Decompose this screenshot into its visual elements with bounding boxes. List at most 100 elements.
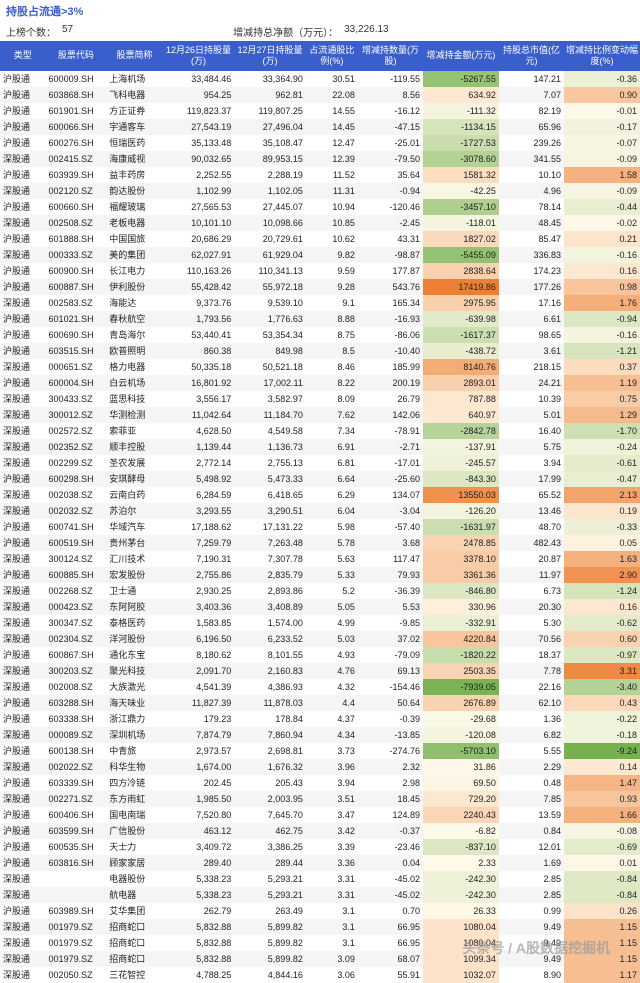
table-row: 深股通001979.SZ招商蛇口5,832.885,899.823.166.95…: [0, 919, 640, 935]
cell: 1,985.50: [163, 791, 235, 807]
cell: 沪股通: [0, 167, 46, 183]
cell: -274.76: [358, 743, 423, 759]
cell: 索菲亚: [106, 423, 162, 439]
table-row: 深股通002008.SZ大族激光4,541.394,386.934.32-154…: [0, 679, 640, 695]
cell: 69.13: [358, 663, 423, 679]
cell: 0.48: [499, 775, 564, 791]
cell: 沪股通: [0, 199, 46, 215]
cell: 1,674.00: [163, 759, 235, 775]
cell: 62,027.91: [163, 247, 235, 263]
cell: 4.37: [306, 711, 358, 727]
cell: 1.66: [564, 807, 640, 823]
cell: 深股通: [0, 727, 46, 743]
cell: 1.47: [564, 775, 640, 791]
cell: 沪股通: [0, 87, 46, 103]
cell: 沪股通: [0, 839, 46, 855]
cell: 欧普照明: [106, 343, 162, 359]
cell: 37.02: [358, 631, 423, 647]
count-value: 57: [62, 24, 73, 39]
cell: 3.1: [306, 935, 358, 951]
table-row: 沪股通600138.SH中青旅2,973.572,698.813.73-274.…: [0, 743, 640, 759]
cell: -245.57: [423, 455, 499, 471]
table-row: 深股通航电器5,338.235,293.213.31-45.02-242.302…: [0, 887, 640, 903]
cell: 宇通客车: [106, 119, 162, 135]
col-dpct: 增减持比例变动幅度(%): [564, 41, 640, 71]
cell: 国电南瑞: [106, 807, 162, 823]
cell: 电器股份: [106, 871, 162, 887]
cell: 0.01: [564, 855, 640, 871]
table-row: 沪股通600298.SH安琪酵母5,498.925,473.336.64-25.…: [0, 471, 640, 487]
cell: 7,860.94: [234, 727, 306, 743]
cell: 7,520.80: [163, 807, 235, 823]
cell: 6,196.50: [163, 631, 235, 647]
cell: 深股通: [0, 967, 46, 983]
cell: 沪股通: [0, 375, 46, 391]
table-row: 沪股通600004.SH白云机场16,801.9217,002.118.2220…: [0, 375, 640, 391]
cell: 2.32: [358, 759, 423, 775]
cell: 深股通: [0, 503, 46, 519]
cell: 954.25: [163, 87, 235, 103]
cell: 3361.36: [423, 567, 499, 583]
cell: 17419.86: [423, 279, 499, 295]
cell: 1080.04: [423, 919, 499, 935]
cell: 68.07: [358, 951, 423, 967]
cell: 600887.SH: [46, 279, 107, 295]
cell: 4220.84: [423, 631, 499, 647]
cell: [46, 887, 107, 903]
cell: 002304.SZ: [46, 631, 107, 647]
cell: 119,823.37: [163, 103, 235, 119]
cell: 5,338.23: [163, 871, 235, 887]
cell: 1.19: [564, 375, 640, 391]
cell: 5,832.88: [163, 951, 235, 967]
cell: 6.04: [306, 503, 358, 519]
cell: 深股通: [0, 183, 46, 199]
cell: 4.32: [306, 679, 358, 695]
cell: 海康威视: [106, 151, 162, 167]
cell: 3378.10: [423, 551, 499, 567]
cell: 11,042.64: [163, 407, 235, 423]
cell: -0.94: [564, 311, 640, 327]
table-row: 深股通002271.SZ东方雨虹1,985.502,003.953.5118.4…: [0, 791, 640, 807]
cell: 13550.03: [423, 487, 499, 503]
cell: 1,102.05: [234, 183, 306, 199]
cell: 5.78: [306, 535, 358, 551]
table-row: 沪股通601021.SH春秋航空1,793.561,776.638.88-16.…: [0, 311, 640, 327]
cell: 22.08: [306, 87, 358, 103]
table-row: 沪股通600741.SH华域汽车17,188.6217,131.225.98-5…: [0, 519, 640, 535]
cell: 1.63: [564, 551, 640, 567]
cell: 300012.SZ: [46, 407, 107, 423]
cell: 1.76: [564, 295, 640, 311]
cell: -3457.10: [423, 199, 499, 215]
table-row: 深股通300203.SZ聚光科技2,091.702,160.834.7669.1…: [0, 663, 640, 679]
cell: 300124.SZ: [46, 551, 107, 567]
net-value: 33,226.13: [344, 24, 389, 39]
cell: 463.12: [163, 823, 235, 839]
cell: 000423.SZ: [46, 599, 107, 615]
cell: 3,290.51: [234, 503, 306, 519]
cell: -79.50: [358, 151, 423, 167]
table-row: 深股通300124.SZ汇川技术7,190.317,307.785.63117.…: [0, 551, 640, 567]
cell: 0.99: [499, 903, 564, 919]
cell: 卫士通: [106, 583, 162, 599]
cell: 600660.SH: [46, 199, 107, 215]
cell: 16.40: [499, 423, 564, 439]
cell: -0.84: [564, 871, 640, 887]
cell: 0.26: [564, 903, 640, 919]
cell: 0.14: [564, 759, 640, 775]
cell: 深股通: [0, 759, 46, 775]
cell: 上海机场: [106, 71, 162, 87]
cell: 4.34: [306, 727, 358, 743]
cell: 沪股通: [0, 119, 46, 135]
cell: -846.80: [423, 583, 499, 599]
cell: 7.34: [306, 423, 358, 439]
cell: 3.31: [306, 887, 358, 903]
cell: 110,163.26: [163, 263, 235, 279]
cell: 3.51: [306, 791, 358, 807]
cell: 沪股通: [0, 807, 46, 823]
cell: 002271.SZ: [46, 791, 107, 807]
cell: 2.98: [358, 775, 423, 791]
cell: 640.97: [423, 407, 499, 423]
cell: 6.61: [499, 311, 564, 327]
cell: 27,565.53: [163, 199, 235, 215]
table-row: 沪股通601901.SH方正证券119,823.37119,807.2514.5…: [0, 103, 640, 119]
